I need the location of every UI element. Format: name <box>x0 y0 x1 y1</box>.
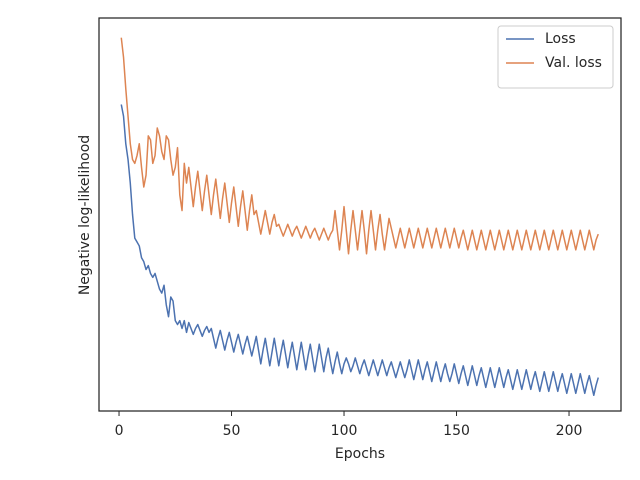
x-tick-label: 0 <box>115 423 124 439</box>
series-line <box>120 104 599 397</box>
plot-frame <box>98 17 622 412</box>
legend-box <box>497 25 614 89</box>
legend-label: Val. loss <box>545 55 602 71</box>
x-tick-label: 100 <box>331 423 358 439</box>
legend-label: Loss <box>545 31 576 47</box>
x-tick-label: 200 <box>556 423 583 439</box>
x-axis-label: Epochs <box>335 446 385 462</box>
x-tick-label: 50 <box>223 423 241 439</box>
x-tick-label: 150 <box>443 423 470 439</box>
y-axis-label: Negative log-likelihood <box>77 135 93 295</box>
series-line <box>120 37 599 255</box>
